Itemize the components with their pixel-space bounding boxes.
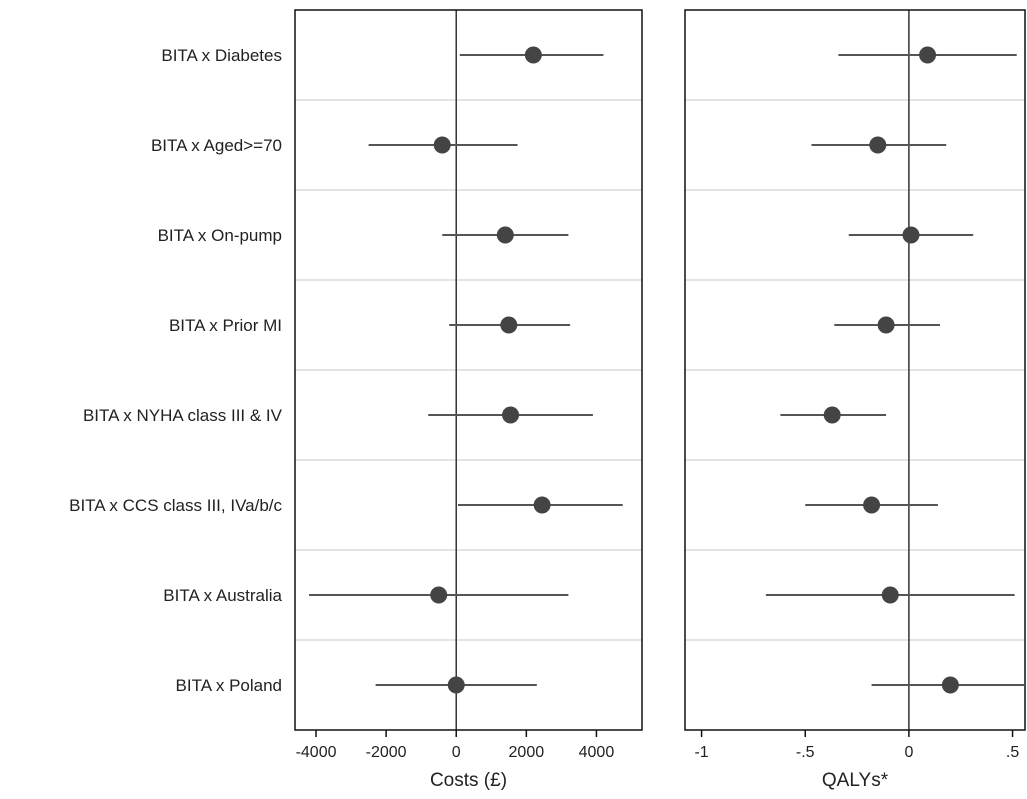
- x-tick-label: -4000: [296, 744, 337, 761]
- category-label: BITA x CCS class III, IVa/b/c: [69, 496, 282, 515]
- category-label: BITA x Prior MI: [169, 316, 282, 335]
- point-estimate: [533, 496, 551, 514]
- point-estimate: [869, 136, 887, 154]
- x-tick-label: 0: [904, 744, 913, 761]
- point-estimate: [502, 406, 520, 424]
- x-tick-label: -2000: [366, 744, 407, 761]
- x-tick-label: -1: [694, 744, 708, 761]
- point-estimate: [433, 136, 451, 154]
- x-tick-label: 2000: [509, 744, 545, 761]
- point-estimate: [941, 676, 959, 694]
- point-estimate: [863, 496, 881, 514]
- x-axis-title: QALYs*: [822, 770, 889, 791]
- plot-frame: [684, 9, 1026, 731]
- point-estimate: [902, 226, 920, 244]
- qalys-panel: -1 -.5 0 .5 QALYs*: [684, 9, 1026, 791]
- x-tick-label: 4000: [579, 744, 615, 761]
- x-axis-title: Costs (£): [430, 770, 507, 791]
- category-label: BITA x Poland: [176, 676, 282, 695]
- category-label: BITA x Australia: [163, 586, 282, 605]
- category-label: BITA x Aged>=70: [151, 136, 282, 155]
- costs-panel: -4000 -2000 0 2000 4000 Costs (£): [294, 9, 643, 791]
- category-labels: BITA x Diabetes BITA x Aged>=70 BITA x On-…: [69, 46, 283, 695]
- point-estimate: [496, 226, 514, 244]
- category-label: BITA x Diabetes: [161, 46, 282, 65]
- x-tick-label: .5: [1006, 744, 1019, 761]
- x-tick-label: 0: [452, 744, 461, 761]
- category-label: BITA x On-pump: [158, 226, 282, 245]
- x-tick-label: -.5: [796, 744, 815, 761]
- plot-frame: [294, 9, 643, 731]
- point-estimate: [430, 586, 448, 604]
- point-estimate: [500, 316, 518, 334]
- point-estimate: [447, 676, 465, 694]
- category-label: BITA x NYHA class III & IV: [83, 406, 283, 425]
- point-estimate: [823, 406, 841, 424]
- point-estimate: [881, 586, 899, 604]
- point-estimate: [877, 316, 895, 334]
- point-estimate: [524, 46, 542, 64]
- point-estimate: [919, 46, 937, 64]
